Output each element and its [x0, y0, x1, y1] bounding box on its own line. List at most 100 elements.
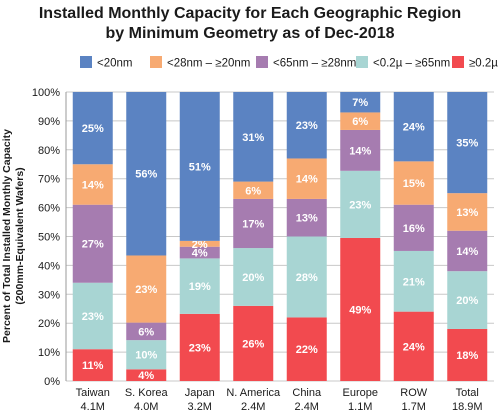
bar-segment [72, 164, 113, 205]
bar-data-label: 24% [403, 341, 425, 353]
y-tick-label: 50% [38, 232, 60, 244]
y-tick-label: 80% [38, 145, 60, 157]
bar-data-label: 25% [82, 123, 104, 135]
chart-title: Installed Monthly Capacity for Each Geog… [39, 5, 461, 42]
bar-segment [126, 340, 167, 370]
legend-label: <28nm – ≥20nm [167, 58, 250, 70]
bar-segment [286, 92, 327, 159]
legend-swatch [356, 56, 368, 68]
bar-data-label: 22% [296, 344, 318, 356]
bar-segment [179, 258, 220, 314]
bar-data-label: 23% [296, 120, 318, 132]
bar-segment [72, 349, 113, 381]
bar-data-label: 56% [135, 169, 157, 181]
bar-segment [447, 193, 488, 231]
x-tick-total-label: 1.1M [348, 401, 372, 413]
bar-data-label: 13% [296, 213, 318, 225]
bar-segment [126, 255, 167, 323]
legend-swatch [452, 56, 464, 68]
bar-segment [286, 236, 327, 318]
bar-segment [179, 240, 220, 247]
bar-segment [447, 230, 488, 272]
bar-segment [340, 129, 381, 171]
bar-data-label: 2% [192, 239, 208, 251]
legend-label: ≥0.2µ [469, 58, 498, 70]
bar-data-label: 10% [135, 350, 157, 362]
x-tick-label: Japan [185, 387, 215, 399]
bar-segment [286, 198, 327, 237]
bar-segment [179, 92, 220, 241]
bar-data-label: 28% [296, 272, 318, 284]
bar-segment [72, 92, 113, 165]
bars: 11%23%27%14%25%4%10%6%23%56%23%19%4%2%51… [72, 92, 488, 382]
bar-data-label: 13% [456, 207, 478, 219]
bar-segment [72, 204, 113, 283]
bar-segment [393, 311, 434, 381]
bar-segment [233, 198, 274, 249]
bar-data-label: 14% [456, 246, 478, 258]
bar-segment [233, 92, 274, 182]
bar-segment [179, 246, 220, 259]
x-tick-label: S. Korea [125, 387, 169, 399]
y-tick-label: 10% [38, 347, 60, 359]
legend-label: <0.2µ – ≥65nm [373, 58, 450, 70]
bar-data-label: 27% [82, 239, 104, 251]
bar-data-label: 24% [403, 122, 425, 134]
bar-data-label: 16% [403, 223, 425, 235]
bar-segment [233, 248, 274, 306]
bar-segment [340, 237, 381, 381]
bar-data-label: 23% [135, 284, 157, 296]
y-axis-label-line-1: Percent of Total Installed Monthly Capac… [1, 129, 13, 343]
bar-data-label: 4% [138, 370, 154, 382]
x-tick-label: China [292, 387, 322, 399]
bar-data-label: 51% [189, 161, 211, 173]
bar-data-label: 4% [192, 248, 208, 260]
bar-data-label: 35% [456, 138, 478, 150]
bar-segment [340, 112, 381, 130]
bar-data-label: 18% [456, 350, 478, 362]
y-tick-label: 30% [38, 289, 60, 301]
bar-data-label: 23% [82, 311, 104, 323]
bar-data-label: 6% [245, 185, 261, 197]
bar-data-label: 21% [403, 276, 425, 288]
y-tick-label: 60% [38, 203, 60, 215]
bar-data-label: 26% [242, 338, 264, 350]
x-tick-total-label: 4.1M [81, 401, 105, 413]
bar-segment [126, 92, 167, 256]
bar-data-label: 15% [403, 178, 425, 190]
legend-swatch [80, 56, 92, 68]
bar-segment [233, 181, 274, 199]
bar-data-label: 14% [82, 179, 104, 191]
bar-data-label: 11% [82, 360, 104, 372]
y-tick-label: 70% [38, 174, 60, 186]
y-axis: Percent of Total Installed Monthly Capac… [1, 87, 67, 388]
bar-segment [340, 170, 381, 238]
y-tick-label: 100% [32, 87, 60, 99]
bar-segment [447, 271, 488, 329]
bar-segment [126, 369, 167, 381]
bar-data-label: 6% [352, 116, 368, 128]
bar-segment [286, 317, 327, 381]
x-tick-total-label: 1.7M [402, 401, 426, 413]
x-tick-label: ROW [400, 387, 428, 399]
y-tick-label: 40% [38, 260, 60, 272]
chart-title-line-1: Installed Monthly Capacity for Each Geog… [39, 5, 461, 22]
x-tick-total-label: 4.0M [134, 401, 158, 413]
bar-segment [393, 92, 434, 162]
legend-swatch [150, 56, 162, 68]
bar-data-label: 31% [242, 132, 264, 144]
bar-data-label: 17% [242, 218, 264, 230]
legend-label: <65nm – ≥28nm [273, 58, 356, 70]
x-tick-total-label: 2.4M [241, 401, 265, 413]
bar-segment [179, 313, 220, 381]
bar-segment [393, 204, 434, 251]
chart-legend: <20nm <28nm – ≥20nm <65nm – ≥28nm <0.2µ – ≥… [80, 56, 498, 70]
x-tick-label: Taiwan [76, 387, 110, 399]
x-tick-total-label: 3.2M [188, 401, 212, 413]
bar-segment [233, 305, 274, 381]
bar-data-label: 6% [138, 326, 154, 338]
bar-segment [72, 282, 113, 350]
bar-data-label: 23% [189, 342, 211, 354]
bar-segment [126, 322, 167, 341]
